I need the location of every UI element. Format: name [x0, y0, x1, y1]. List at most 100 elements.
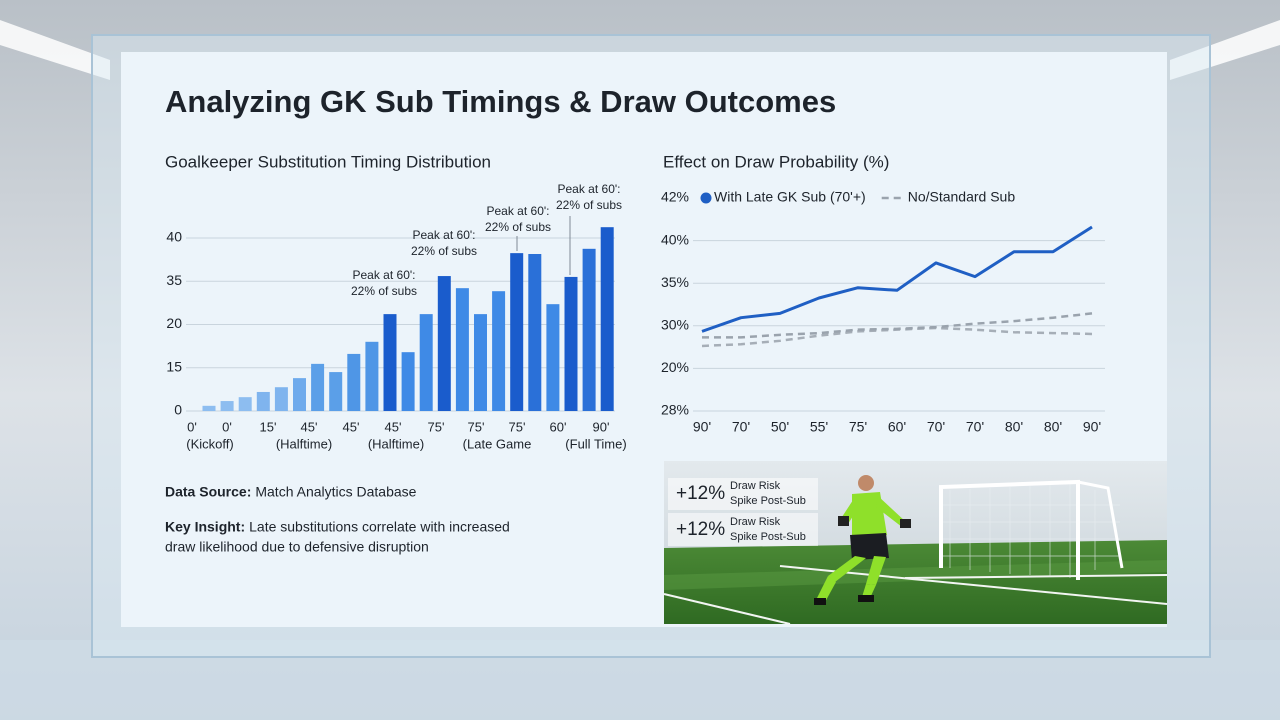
bar — [437, 276, 451, 411]
annotation: 22% of subs — [556, 198, 622, 212]
ceiling-light — [0, 20, 110, 80]
bar — [528, 254, 542, 411]
series-line — [701, 225, 1093, 333]
x-tick-label: 45' — [343, 419, 360, 434]
series-line — [702, 312, 1093, 339]
x-tick-label: 90' — [693, 419, 711, 435]
legend-label: With Late GK Sub (70'+) — [714, 189, 866, 205]
x-tick-sublabel: (Late Game — [463, 436, 532, 451]
annotation: 22% of subs — [351, 284, 417, 298]
bar — [329, 372, 343, 411]
annotation: Peak at 60': — [413, 228, 476, 242]
x-tick-label: 45' — [385, 419, 402, 434]
y-tick-label: 20 — [166, 315, 182, 331]
y-tick-label: 35 — [166, 272, 182, 288]
bar — [492, 291, 506, 411]
bar — [546, 304, 560, 411]
bar — [564, 276, 578, 411]
x-tick-label: 75' — [509, 419, 526, 434]
y-tick-label: 15 — [166, 358, 182, 374]
annotation: 22% of subs — [485, 220, 551, 234]
bar — [311, 363, 325, 411]
callout-text: Spike Post-Sub — [730, 531, 806, 543]
x-tick-label: 80' — [1005, 419, 1023, 435]
chart-title: Goalkeeper Substitution Timing Distribut… — [165, 152, 491, 171]
callout-text: Draw Risk — [730, 516, 781, 528]
bar — [419, 314, 433, 411]
y-tick-label: 40% — [661, 231, 689, 247]
goalkeeper — [814, 475, 911, 605]
callout-value: +12% — [676, 519, 725, 540]
x-tick-label: 75' — [849, 419, 867, 435]
photo-field — [664, 540, 1167, 624]
bar — [274, 387, 288, 411]
x-tick-label: 70' — [927, 419, 945, 435]
chart-title: Effect on Draw Probability (%) — [663, 152, 889, 171]
goal-net — [943, 484, 1120, 578]
bar — [347, 353, 361, 411]
x-tick-label: 15' — [260, 419, 277, 434]
x-tick-label: 70' — [732, 419, 750, 435]
bar — [582, 248, 596, 411]
x-tick-label: 55' — [810, 419, 828, 435]
x-tick-label: 80' — [1044, 419, 1062, 435]
y-tick-label: 35% — [661, 274, 689, 290]
goal-frame — [1077, 480, 1124, 569]
field-stripe — [664, 560, 1167, 590]
bar — [383, 314, 397, 411]
slide-title: Analyzing GK Sub Timings & Draw Outcomes — [165, 84, 836, 119]
x-tick-label: 70' — [966, 419, 984, 435]
photo — [663, 461, 1168, 625]
x-tick-label: 50' — [771, 419, 789, 435]
callout-value: +12% — [676, 483, 725, 504]
x-tick-label: 45' — [301, 419, 318, 434]
bar — [510, 253, 524, 411]
ceiling-light — [1170, 20, 1280, 80]
y-tick-label: 20% — [661, 359, 689, 375]
bar — [600, 227, 614, 411]
field-line — [663, 593, 791, 625]
y-tick-label: 40 — [166, 229, 182, 245]
legend-swatch — [700, 192, 712, 204]
field-line — [904, 574, 1168, 579]
note-label: Data Source: — [165, 484, 251, 500]
callout-box — [668, 478, 818, 510]
y-tick-label: 0 — [174, 402, 182, 418]
annotation: Peak at 60': — [487, 204, 550, 218]
x-tick-label: 60' — [550, 419, 567, 434]
callout-text: Spike Post-Sub — [730, 495, 806, 507]
x-tick-sublabel: (Kickoff) — [186, 436, 233, 451]
note-text: Late substitutions correlate with increa… — [249, 519, 510, 535]
callout-box — [668, 513, 818, 546]
bar — [293, 378, 306, 411]
x-tick-sublabel: (Halftime) — [368, 436, 424, 451]
x-tick-sublabel: (Halftime) — [276, 436, 332, 451]
annotation: Peak at 60': — [353, 268, 416, 282]
floor — [0, 640, 1280, 720]
bar — [220, 401, 234, 411]
bar — [238, 397, 252, 411]
note-label: Key Insight: — [165, 519, 245, 535]
x-tick-sublabel: (Full Time) — [565, 436, 626, 451]
y-tick-label: 30% — [661, 317, 689, 333]
bar — [365, 341, 379, 411]
legend-label: No/Standard Sub — [908, 189, 1016, 205]
y-tick-label: 42% — [661, 189, 689, 205]
x-tick-label: 75' — [428, 419, 445, 434]
bar — [401, 352, 415, 411]
x-tick-label: 0' — [222, 419, 232, 434]
x-tick-label: 90' — [593, 419, 610, 434]
goal-frame — [939, 479, 1080, 580]
x-tick-label: 0' — [187, 419, 197, 434]
bar — [474, 314, 487, 411]
note-text: draw likelihood due to defensive disrupt… — [165, 539, 429, 555]
note-text: Match Analytics Database — [255, 484, 416, 500]
x-tick-label: 60' — [888, 419, 906, 435]
annotation: Peak at 60': — [558, 182, 621, 196]
annotation: 22% of subs — [411, 244, 477, 258]
x-tick-label: 90' — [1083, 419, 1101, 435]
bar — [455, 288, 469, 411]
x-tick-label: 75' — [468, 419, 485, 434]
bar — [256, 391, 270, 411]
